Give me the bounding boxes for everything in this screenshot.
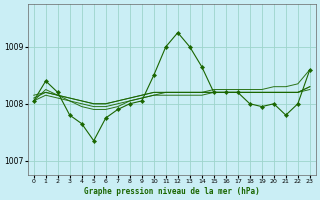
X-axis label: Graphe pression niveau de la mer (hPa): Graphe pression niveau de la mer (hPa)	[84, 187, 260, 196]
